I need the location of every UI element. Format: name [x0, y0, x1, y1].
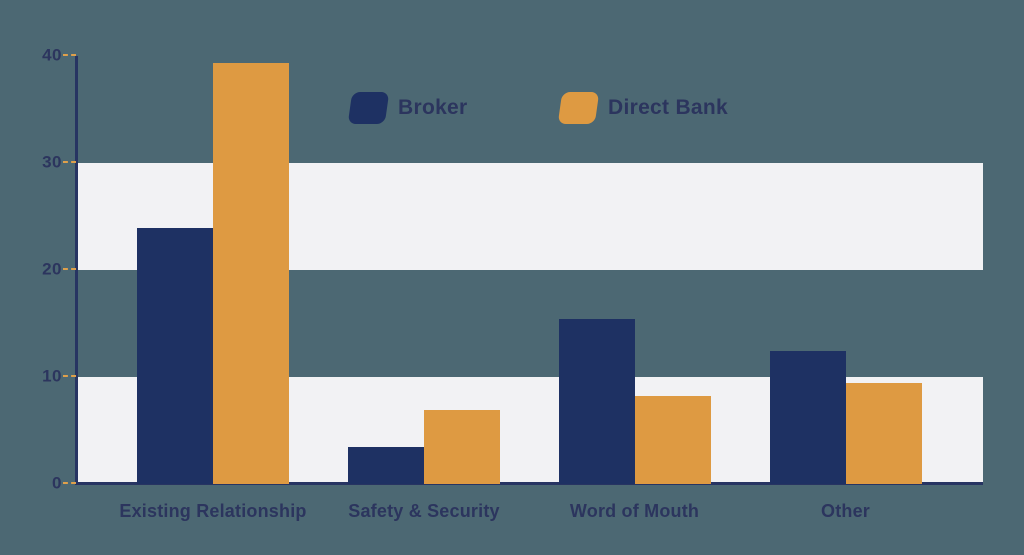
- bar-direct-bank-other: [845, 383, 922, 484]
- bar-broker-other: [769, 351, 846, 484]
- y-tick-label-30: 30: [42, 152, 62, 172]
- direct-bank-legend-swatch: [557, 92, 600, 124]
- bar-direct-bank-safety-security: [424, 410, 500, 484]
- bar-broker-safety-security: [348, 446, 424, 484]
- category-label-safety-security: Safety & Security: [348, 501, 500, 521]
- y-tick-mark-40: [63, 54, 76, 56]
- y-axis-line: [75, 56, 78, 484]
- y-tick-mark-10: [63, 375, 76, 377]
- broker-legend-swatch: [347, 92, 390, 124]
- y-tick-label-0: 0: [52, 473, 62, 493]
- legend-item-direct-bank: Direct Bank: [557, 92, 729, 124]
- bar-direct-bank-existing-relationship: [213, 63, 289, 484]
- bar-broker-existing-relationship: [137, 228, 213, 484]
- direct-bank-legend-label: Direct Bank: [608, 96, 729, 119]
- category-label-other: Other: [820, 501, 871, 521]
- y-tick-mark-0: [63, 482, 76, 484]
- bar-direct-bank-word-of-mouth: [634, 396, 711, 484]
- bar-broker-word-of-mouth: [558, 319, 635, 484]
- x-axis-line: [75, 482, 983, 485]
- legend-item-broker: Broker: [347, 92, 468, 124]
- y-tick-mark-20: [63, 268, 76, 270]
- category-label-word-of-mouth: Word of Mouth: [569, 501, 700, 521]
- y-tick-label-20: 20: [42, 259, 62, 279]
- y-tick-mark-30: [63, 161, 76, 163]
- category-label-existing-relationship: Existing Relationship: [119, 501, 307, 521]
- y-tick-label-40: 40: [42, 45, 62, 65]
- y-tick-label-10: 10: [42, 366, 62, 386]
- broker-legend-label: Broker: [398, 96, 468, 119]
